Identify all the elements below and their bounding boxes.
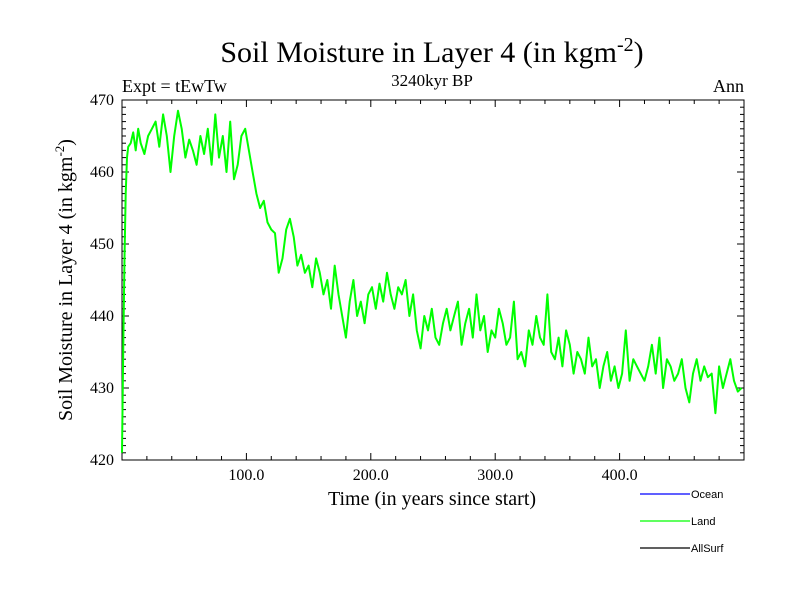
series-line-land: [121, 109, 743, 453]
legend-label-allsurf: AllSurf: [691, 543, 724, 555]
y-tick-label: 460: [90, 164, 114, 181]
chart-subtitle: 3240kyr BP: [391, 71, 473, 90]
x-tick-label: 400.0: [602, 467, 638, 484]
legend: Ocean Land AllSurf: [640, 489, 724, 555]
experiment-label: Expt = tEwTw: [122, 76, 227, 96]
y-tick-label: 430: [90, 380, 114, 397]
y-axis: 420 430 440 450 460 470: [90, 92, 744, 469]
x-tick-label: 200.0: [353, 467, 389, 484]
y-tick-label: 420: [90, 452, 114, 469]
x-axis-label: Time (in years since start): [328, 488, 536, 510]
y-axis-label: Soil Moisture in Layer 4 (in kgm-2): [52, 139, 77, 421]
series-layer: [121, 109, 743, 453]
legend-label-ocean: Ocean: [691, 489, 723, 501]
x-tick-label: 100.0: [228, 467, 264, 484]
legend-label-land: Land: [691, 516, 715, 528]
y-tick-label: 440: [90, 308, 114, 325]
x-axis: 100.0 200.0 300.0 400.0: [146, 100, 720, 484]
y-tick-label: 450: [90, 236, 114, 253]
x-tick-label: 300.0: [477, 467, 513, 484]
season-label: Ann: [713, 76, 744, 96]
chart-title: Soil Moisture in Layer 4 (in kgm-2): [220, 34, 643, 69]
y-tick-label: 470: [90, 92, 114, 109]
plot-frame: [121, 99, 745, 461]
